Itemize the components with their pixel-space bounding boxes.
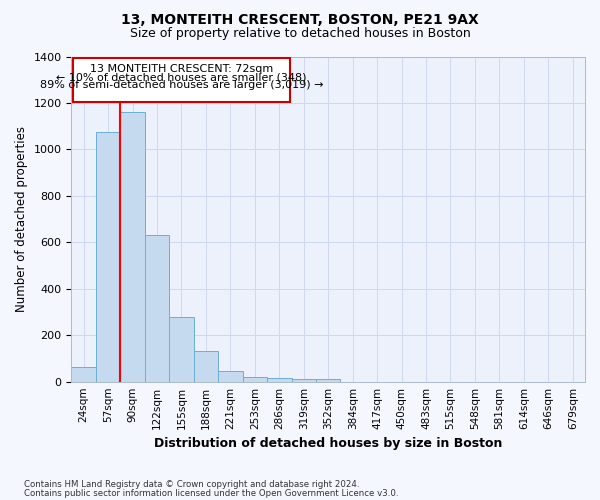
Bar (121, 112, 145, 382)
FancyBboxPatch shape (73, 58, 290, 102)
Bar (169, 316, 194, 382)
Text: 89% of semi-detached houses are larger (3,019) →: 89% of semi-detached houses are larger (… (40, 80, 323, 90)
Text: ← 10% of detached houses are smaller (348): ← 10% of detached houses are smaller (34… (56, 72, 307, 82)
Bar (194, 352, 218, 382)
Text: Size of property relative to detached houses in Boston: Size of property relative to detached ho… (130, 28, 470, 40)
Bar (145, 236, 169, 382)
Bar (96, 132, 121, 382)
Bar (267, 378, 292, 382)
Text: 13 MONTEITH CRESCENT: 72sqm: 13 MONTEITH CRESCENT: 72sqm (90, 64, 273, 74)
Bar (71, 366, 96, 382)
Text: 13, MONTEITH CRESCENT, BOSTON, PE21 9AX: 13, MONTEITH CRESCENT, BOSTON, PE21 9AX (121, 12, 479, 26)
Bar (316, 380, 340, 382)
Y-axis label: Number of detached properties: Number of detached properties (15, 126, 28, 312)
Bar (242, 377, 267, 382)
Bar (218, 370, 242, 382)
Text: Contains public sector information licensed under the Open Government Licence v3: Contains public sector information licen… (24, 490, 398, 498)
Text: Contains HM Land Registry data © Crown copyright and database right 2024.: Contains HM Land Registry data © Crown c… (24, 480, 359, 489)
Bar (292, 380, 316, 382)
X-axis label: Distribution of detached houses by size in Boston: Distribution of detached houses by size … (154, 437, 502, 450)
